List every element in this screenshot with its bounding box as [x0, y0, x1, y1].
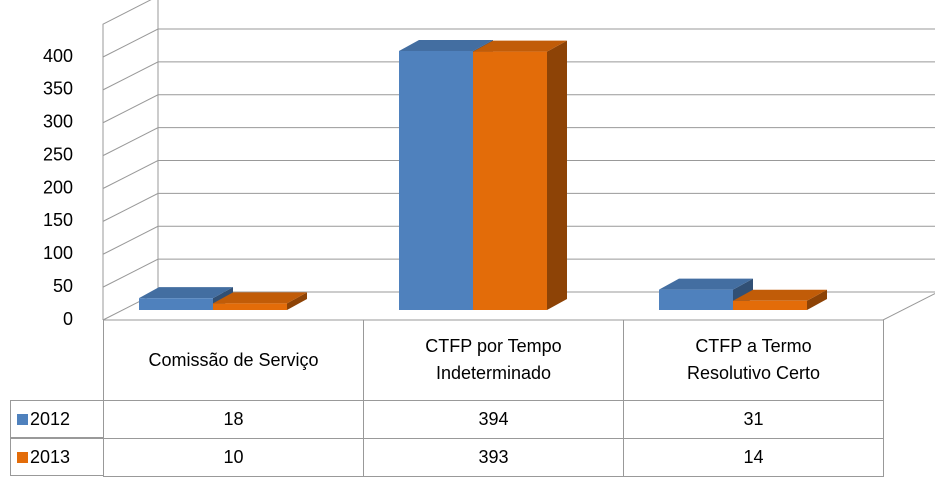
table-value: 14 [623, 438, 884, 477]
category-label: Comissão de Serviço [103, 320, 364, 400]
legend-entry: 2012 [10, 400, 104, 438]
grid-line [102, 94, 935, 124]
category-label: CTFP por Tempo Indeterminado [363, 320, 624, 400]
table-value: 10 [103, 438, 364, 477]
grid-line [102, 225, 935, 255]
grid-line [102, 127, 935, 157]
bar [213, 303, 287, 310]
legend-key [17, 413, 28, 425]
y-tick-label: 50 [53, 276, 73, 296]
back-wall [157, 0, 159, 292]
bar-top [139, 287, 233, 299]
legend-entry: 2013 [10, 438, 104, 476]
legend-label: 2012 [30, 408, 71, 429]
y-tick-label: 150 [43, 210, 73, 230]
y-tick-label: 100 [43, 243, 73, 263]
bar-side [287, 292, 307, 310]
table-value: 31 [623, 400, 884, 439]
table-value: 394 [363, 400, 624, 439]
bar-top [213, 292, 307, 304]
bar-top [399, 39, 493, 51]
y-tick-label: 0 [63, 309, 73, 329]
y-tick-label: 300 [43, 112, 73, 132]
table-value: 18 [103, 400, 364, 439]
y-tick-label: 200 [43, 177, 73, 197]
side-wall [102, 0, 152, 320]
grid-line [102, 192, 935, 222]
bar-side [807, 289, 827, 310]
grid-line [102, 160, 935, 189]
y-tick-label: 250 [43, 144, 73, 164]
bar-top [733, 289, 827, 301]
y-tick-label: 350 [43, 79, 73, 99]
grid-line [102, 61, 935, 91]
bar [399, 50, 473, 310]
y-tick-label: 400 [43, 46, 73, 66]
table-value: 393 [363, 438, 624, 477]
bar [473, 51, 547, 310]
grid-line [102, 28, 935, 58]
grid-line [102, 258, 935, 288]
legend-key [17, 451, 28, 463]
legend-label: 2013 [30, 446, 71, 467]
category-label: CTFP a Termo Resolutivo Certo [623, 320, 884, 400]
bar [659, 289, 733, 310]
bar [733, 300, 807, 310]
bar [139, 298, 213, 310]
bar-side [547, 40, 567, 310]
bar-top [659, 278, 753, 290]
bar-top [473, 40, 567, 52]
